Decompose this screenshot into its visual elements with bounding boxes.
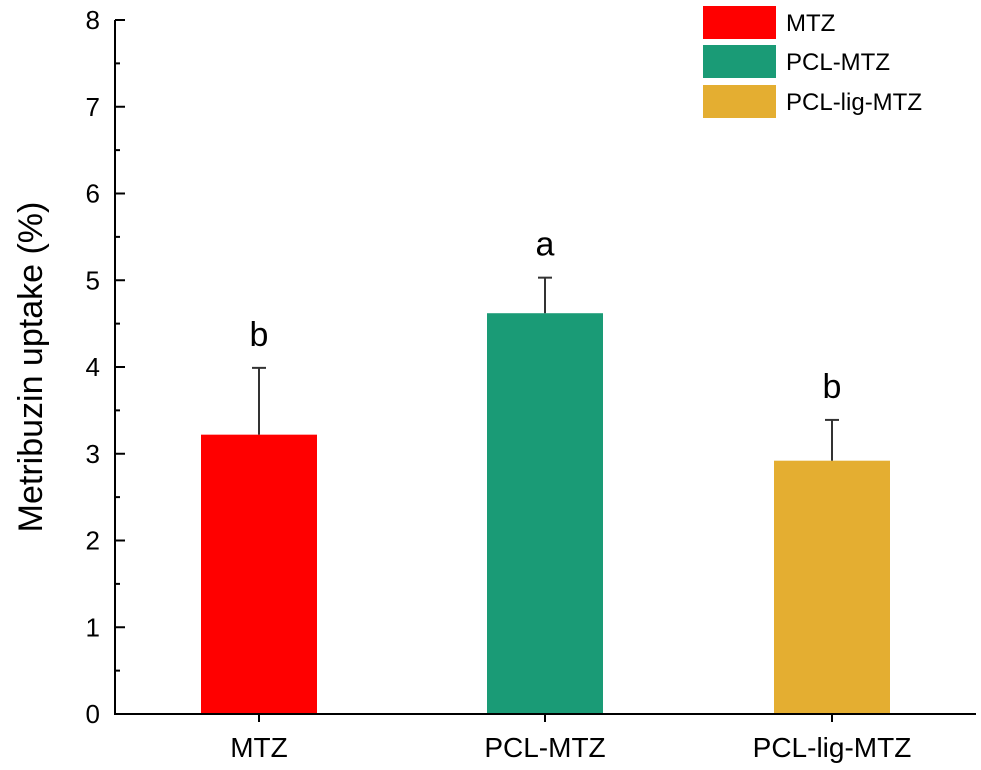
significance-layer: b a b xyxy=(250,226,842,406)
y-tick-label: 0 xyxy=(86,699,100,729)
y-tick-label: 8 xyxy=(86,5,100,35)
x-labels-layer: MTZ PCL-MTZ PCL-lig-MTZ xyxy=(230,714,911,763)
bars-layer xyxy=(201,313,890,714)
y-tick-label: 4 xyxy=(86,352,100,382)
x-tick-label: MTZ xyxy=(230,732,288,763)
legend-swatch-pcl-lig-mtz xyxy=(703,85,776,118)
y-tick-label: 7 xyxy=(86,92,100,122)
legend-label: PCL-lig-MTZ xyxy=(786,89,922,116)
significance-label: b xyxy=(250,316,269,354)
y-tick-label: 3 xyxy=(86,439,100,469)
significance-label: b xyxy=(823,368,842,406)
y-tick-label: 2 xyxy=(86,526,100,556)
bar-mtz xyxy=(201,434,317,714)
bar-pcl-lig-mtz xyxy=(774,460,890,714)
y-axis-title: Metribuzin uptake (%) xyxy=(12,202,50,533)
legend-label: MTZ xyxy=(786,10,835,37)
bar-pcl-mtz xyxy=(487,313,603,714)
legend-swatch-pcl-mtz xyxy=(703,45,776,78)
y-tick-label: 6 xyxy=(86,179,100,209)
x-tick-label: PCL-lig-MTZ xyxy=(753,732,912,763)
y-ticks-layer: 0 1 2 3 4 5 6 7 8 xyxy=(86,5,125,729)
y-tick-label: 5 xyxy=(86,265,100,295)
y-tick-label: 1 xyxy=(86,612,100,642)
x-tick-label: PCL-MTZ xyxy=(484,732,605,763)
legend-swatch-mtz xyxy=(703,6,776,39)
legend: MTZ PCL-MTZ PCL-lig-MTZ xyxy=(703,6,922,118)
error-bars-layer xyxy=(252,276,839,461)
significance-label: a xyxy=(536,226,555,264)
legend-label: PCL-MTZ xyxy=(786,49,890,76)
